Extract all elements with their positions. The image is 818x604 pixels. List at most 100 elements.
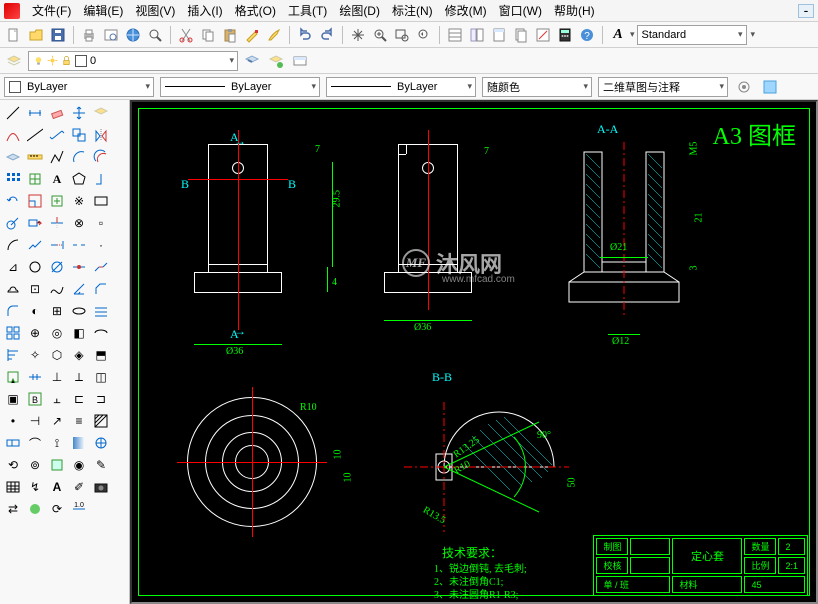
zoom-prev-icon[interactable] xyxy=(414,25,434,45)
tool-n-icon[interactable]: ◫ xyxy=(91,367,111,387)
dim-continue-icon[interactable] xyxy=(25,367,45,387)
hatch-icon[interactable] xyxy=(91,411,111,431)
workspace-save-icon[interactable] xyxy=(760,77,780,97)
trim-icon[interactable] xyxy=(47,213,67,233)
help-icon[interactable]: ? xyxy=(577,25,597,45)
join-icon[interactable] xyxy=(91,257,111,277)
spline-icon[interactable] xyxy=(47,279,67,299)
save-icon[interactable] xyxy=(48,25,68,45)
region-icon[interactable] xyxy=(47,455,67,475)
menu-format[interactable]: 格式(O) xyxy=(229,0,282,21)
menu-help[interactable]: 帮助(H) xyxy=(548,0,601,21)
dim-angle-icon[interactable] xyxy=(69,279,89,299)
dim-ord-icon[interactable] xyxy=(91,169,111,189)
menu-draw[interactable]: 绘图(D) xyxy=(333,0,386,21)
break-icon[interactable] xyxy=(69,235,89,255)
polygon-icon[interactable] xyxy=(69,169,89,189)
lineweight-combo[interactable]: ByLayer xyxy=(326,77,476,97)
rectangle-icon[interactable] xyxy=(91,191,111,211)
block-icon[interactable] xyxy=(25,169,45,189)
camera-icon[interactable] xyxy=(91,477,111,497)
chamfer-icon[interactable] xyxy=(91,279,111,299)
move-icon[interactable] xyxy=(69,103,89,123)
tool-b-icon[interactable]: ⊡ xyxy=(25,279,45,299)
plotstyle-combo[interactable]: 随颜色 xyxy=(482,77,592,97)
table-icon[interactable] xyxy=(3,477,23,497)
textstyle-icon[interactable]: A xyxy=(608,25,628,45)
dim-dia-icon[interactable] xyxy=(47,257,67,277)
tool-p-icon[interactable]: ⊏ xyxy=(69,389,89,409)
line-icon[interactable] xyxy=(3,103,23,123)
layer-manager-icon[interactable] xyxy=(4,51,24,71)
tool-e-icon[interactable]: ⊕ xyxy=(25,323,45,343)
menu-view[interactable]: 视图(V) xyxy=(129,0,181,21)
tool-k-icon[interactable]: ⬒ xyxy=(91,345,111,365)
erase-icon[interactable] xyxy=(47,103,67,123)
copy-icon[interactable] xyxy=(198,25,218,45)
divide-icon[interactable]: ⊗ xyxy=(69,213,89,233)
find-icon[interactable] xyxy=(145,25,165,45)
menu-insert[interactable]: 插入(I) xyxy=(181,0,228,21)
publish-icon[interactable] xyxy=(123,25,143,45)
cut-icon[interactable] xyxy=(176,25,196,45)
linetype-combo[interactable]: ByLayer xyxy=(160,77,320,97)
dim-radius-icon[interactable] xyxy=(3,213,23,233)
dim-arc-icon[interactable] xyxy=(69,147,89,167)
sketch-icon[interactable] xyxy=(3,125,23,145)
layer-state-icon[interactable] xyxy=(290,51,310,71)
xline-icon[interactable] xyxy=(25,125,45,145)
open-icon[interactable] xyxy=(26,25,46,45)
tool-g-icon[interactable]: ◧ xyxy=(69,323,89,343)
undo-icon[interactable] xyxy=(295,25,315,45)
drawing-canvas[interactable]: A3 图框 A A B B A-A B-B → → 29.5 xyxy=(130,100,818,604)
zoom-realtime-icon[interactable] xyxy=(370,25,390,45)
dim-tedit-icon[interactable]: ⇄ xyxy=(3,499,23,519)
grip-icon[interactable]: ▫ xyxy=(91,213,111,233)
dim-linear-icon[interactable] xyxy=(25,103,45,123)
sheetset-icon[interactable] xyxy=(511,25,531,45)
menu-dim[interactable]: 标注(N) xyxy=(386,0,439,21)
tool-o-icon[interactable]: ▣ xyxy=(3,389,23,409)
tool-w-icon[interactable]: ⊚ xyxy=(25,455,45,475)
paste-icon[interactable] xyxy=(220,25,240,45)
print-icon[interactable] xyxy=(79,25,99,45)
qdim-icon[interactable] xyxy=(91,301,111,321)
tool-m-icon[interactable]: ⟂ xyxy=(69,367,89,387)
make-block-icon[interactable]: B xyxy=(25,389,45,409)
tool-c-icon[interactable]: ◐ xyxy=(25,301,45,321)
tool-palettes-icon[interactable] xyxy=(489,25,509,45)
tool-r-icon[interactable]: ↗ xyxy=(47,411,67,431)
menu-edit[interactable]: 编辑(E) xyxy=(77,0,129,21)
dim-edit-icon[interactable]: ✐ xyxy=(69,477,89,497)
layer-icon[interactable] xyxy=(91,103,111,123)
dim-update-icon[interactable]: ⟳ xyxy=(47,499,67,519)
new-icon[interactable] xyxy=(4,25,24,45)
tool-a-icon[interactable]: ⊿ xyxy=(3,257,23,277)
tool-t-icon[interactable]: ⌒ xyxy=(25,433,45,453)
brush-icon[interactable] xyxy=(264,25,284,45)
markup-icon[interactable] xyxy=(533,25,553,45)
mtext-icon[interactable]: A xyxy=(47,477,67,497)
text-icon[interactable]: A xyxy=(47,169,67,189)
textstyle-combo[interactable]: Standard xyxy=(637,25,747,45)
dim-style-icon[interactable]: 1.0 xyxy=(69,499,89,519)
rotate-icon[interactable] xyxy=(3,191,23,211)
menu-file[interactable]: 文件(F) xyxy=(26,0,77,21)
polyline-icon[interactable] xyxy=(47,147,67,167)
circle-icon[interactable] xyxy=(25,257,45,277)
design-center-icon[interactable] xyxy=(467,25,487,45)
tool-f-icon[interactable]: ◎ xyxy=(47,323,67,343)
tool-j-icon[interactable]: ◈ xyxy=(69,345,89,365)
tool-u-icon[interactable]: ⟟ xyxy=(47,433,67,453)
insert-block-icon[interactable] xyxy=(47,191,67,211)
array-icon[interactable] xyxy=(3,169,23,189)
dim-jogline-icon[interactable]: ↯ xyxy=(25,477,45,497)
tolerance-icon[interactable] xyxy=(3,433,23,453)
minimize-button[interactable]: - xyxy=(798,4,814,18)
cloud-icon[interactable] xyxy=(3,279,23,299)
workspace-settings-icon[interactable] xyxy=(734,77,754,97)
redo-icon[interactable] xyxy=(317,25,337,45)
properties-icon[interactable] xyxy=(445,25,465,45)
layer2-icon[interactable] xyxy=(3,147,23,167)
arc-icon[interactable] xyxy=(3,235,23,255)
